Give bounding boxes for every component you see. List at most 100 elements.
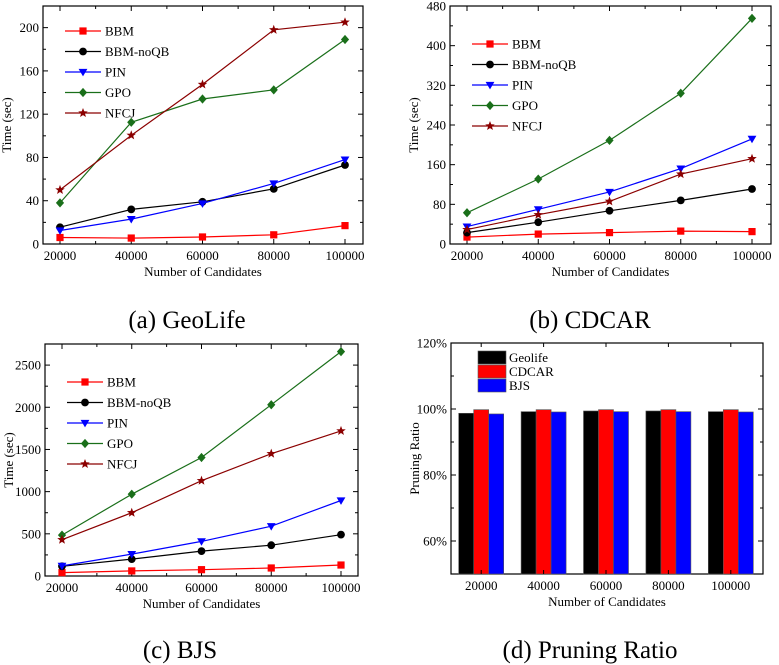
legend-item: BBM bbox=[65, 24, 134, 39]
x-tick-label: 20000 bbox=[44, 248, 77, 263]
legend-label: BJS bbox=[509, 378, 530, 393]
series-line bbox=[59, 39, 346, 204]
series-bbm-noqb bbox=[58, 530, 345, 571]
plot-frame bbox=[42, 5, 364, 245]
bar bbox=[613, 411, 629, 575]
legend-label: GPO bbox=[107, 436, 133, 451]
series-line bbox=[61, 351, 342, 536]
legend-item: NFCJ bbox=[67, 457, 137, 472]
series-line bbox=[59, 159, 346, 232]
legend-item: BBM bbox=[472, 37, 541, 52]
x-axis-label: Number of Candidates bbox=[548, 594, 666, 609]
data-point bbox=[747, 153, 757, 163]
data-point bbox=[266, 523, 276, 531]
chart-c: (c) BJS Number of Candidates Time (sec) 0 50… bbox=[1, 343, 361, 664]
y-tick-label: 120% bbox=[417, 336, 448, 351]
y-tick-label: 0 bbox=[440, 237, 447, 252]
legend-item: GPO bbox=[472, 98, 538, 113]
bar-group: 40000 bbox=[520, 343, 567, 593]
data-point bbox=[268, 24, 279, 34]
data-point bbox=[340, 156, 350, 165]
x-tick-label: 100000 bbox=[711, 578, 750, 593]
legend-item: PIN bbox=[67, 416, 129, 431]
bar bbox=[535, 409, 552, 575]
x-tick-label: 60000 bbox=[185, 580, 218, 595]
bar bbox=[458, 412, 475, 575]
legend-swatch bbox=[477, 350, 507, 365]
legend-item: BBM-noQB bbox=[67, 395, 172, 410]
data-point bbox=[748, 228, 756, 236]
data-point bbox=[269, 180, 279, 188]
data-point bbox=[462, 224, 472, 234]
legend-marker bbox=[80, 459, 90, 469]
data-point bbox=[533, 209, 544, 219]
y-tick-label: 80 bbox=[433, 197, 446, 212]
y-tick-label: 0 bbox=[35, 569, 42, 584]
data-point bbox=[126, 216, 136, 224]
figure-caption: (b) CDCAR bbox=[529, 307, 651, 334]
data-point bbox=[197, 547, 206, 556]
data-point bbox=[197, 566, 206, 574]
data-point bbox=[336, 497, 346, 505]
legend-label: NFCJ bbox=[105, 106, 135, 121]
legend-item: GPO bbox=[67, 436, 133, 451]
x-tick-label: 40000 bbox=[116, 580, 149, 595]
y-tick-label: 320 bbox=[427, 78, 447, 93]
data-point bbox=[55, 227, 65, 235]
legend-label: BBM bbox=[512, 37, 541, 52]
series-gpo bbox=[57, 346, 346, 540]
y-tick-label: 80 bbox=[26, 150, 39, 165]
bar bbox=[520, 411, 537, 575]
legend-marker bbox=[78, 87, 88, 98]
legend-label: CDCAR bbox=[509, 364, 554, 379]
y-tick-label: 40 bbox=[26, 193, 39, 208]
data-point bbox=[198, 94, 207, 104]
bar bbox=[550, 411, 567, 575]
series-gpo bbox=[55, 34, 350, 208]
data-point bbox=[269, 85, 278, 95]
bar-group: 20000 bbox=[458, 343, 505, 593]
y-tick-label: 2000 bbox=[15, 400, 41, 415]
data-point bbox=[127, 234, 135, 242]
data-point bbox=[128, 567, 136, 575]
y-tick-label: 240 bbox=[427, 118, 447, 133]
x-tick-label: 60000 bbox=[186, 248, 219, 263]
data-point bbox=[747, 13, 757, 23]
legend-label: GPO bbox=[512, 98, 538, 113]
data-point bbox=[267, 400, 276, 410]
bar bbox=[583, 410, 599, 575]
legend-label: GPO bbox=[105, 85, 131, 100]
data-point bbox=[198, 233, 207, 241]
data-point bbox=[270, 231, 278, 239]
series-bbm-noqb bbox=[56, 161, 349, 232]
data-point bbox=[462, 208, 472, 218]
x-tick-label: 60000 bbox=[590, 578, 623, 593]
legend-item: BBM-noQB bbox=[65, 44, 170, 59]
data-point bbox=[675, 169, 686, 179]
data-point bbox=[534, 218, 543, 227]
y-tick-label: 1500 bbox=[15, 442, 41, 457]
data-point bbox=[604, 196, 615, 206]
y-tick-label: 500 bbox=[22, 526, 42, 541]
data-point bbox=[341, 161, 349, 169]
data-point bbox=[55, 184, 65, 194]
legend-item: PIN bbox=[65, 65, 127, 80]
legend-marker bbox=[486, 60, 494, 69]
legend-item: Geolife bbox=[477, 350, 548, 365]
data-point bbox=[341, 222, 349, 230]
x-tick-label: 100000 bbox=[322, 580, 361, 595]
x-axis-label: Number of Candidates bbox=[143, 596, 261, 611]
legend-marker bbox=[81, 398, 89, 407]
x-tick-label: 100000 bbox=[733, 248, 772, 263]
data-point bbox=[198, 200, 207, 208]
series-pin bbox=[57, 497, 346, 571]
data-point bbox=[126, 507, 137, 517]
legend-marker bbox=[78, 68, 88, 77]
legend-marker bbox=[80, 438, 90, 449]
bar bbox=[722, 409, 739, 575]
legend-item: NFCJ bbox=[472, 119, 542, 134]
series-nfcj bbox=[462, 153, 757, 234]
y-axis-label: Time (sec) bbox=[1, 432, 16, 488]
chart-a: (a) GeoLife Number of Candidates Time (sec… bbox=[0, 5, 365, 334]
x-tick-label: 20000 bbox=[465, 578, 498, 593]
